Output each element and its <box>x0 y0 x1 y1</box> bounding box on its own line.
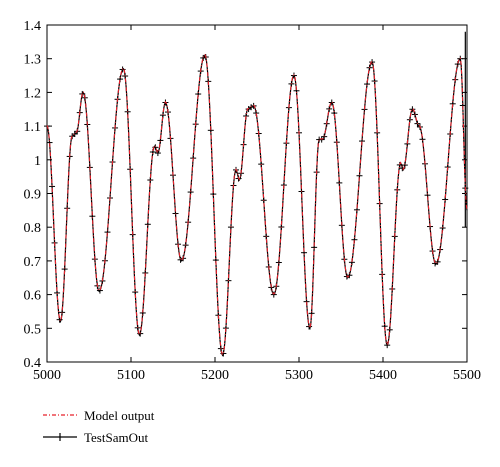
series-model-output <box>46 53 468 356</box>
y-tick-label: 1.4 <box>24 19 42 34</box>
y-tick-label: 0.6 <box>24 289 42 304</box>
x-tick-label: 5300 <box>285 368 313 383</box>
y-tick-label: 0.8 <box>24 221 42 236</box>
model-output-line <box>46 53 468 356</box>
y-tick-label: 0.7 <box>24 255 42 270</box>
x-tick-label: 5100 <box>117 368 145 383</box>
x-axis: 5000 5100 5200 5300 5400 5500 <box>33 25 481 383</box>
series-testsamout <box>44 31 469 357</box>
x-tick-label: 5200 <box>201 368 229 383</box>
y-tick-label: 1.1 <box>24 120 42 135</box>
legend-testsamout-label: TestSamOut <box>84 430 148 445</box>
y-tick-label: 0.4 <box>24 356 42 371</box>
y-axis: 0.4 0.5 0.6 0.7 0.8 0.9 1 1.1 1.2 1.3 1.4 <box>24 19 467 371</box>
y-tick-label: 1.3 <box>24 53 42 68</box>
x-tick-label: 5500 <box>453 368 481 383</box>
x-tick-label: 5000 <box>33 368 61 383</box>
legend-testsamout-swatch <box>43 433 77 441</box>
legend: Model output TestSamOut <box>43 408 155 445</box>
y-tick-label: 1.2 <box>24 86 42 101</box>
y-tick-label: 1 <box>34 154 41 169</box>
legend-model-output-label: Model output <box>84 408 155 423</box>
y-tick-label: 0.9 <box>24 188 42 203</box>
x-tick-label: 5400 <box>369 368 397 383</box>
testsamout-line <box>46 54 468 357</box>
y-tick-label: 0.5 <box>24 322 42 337</box>
